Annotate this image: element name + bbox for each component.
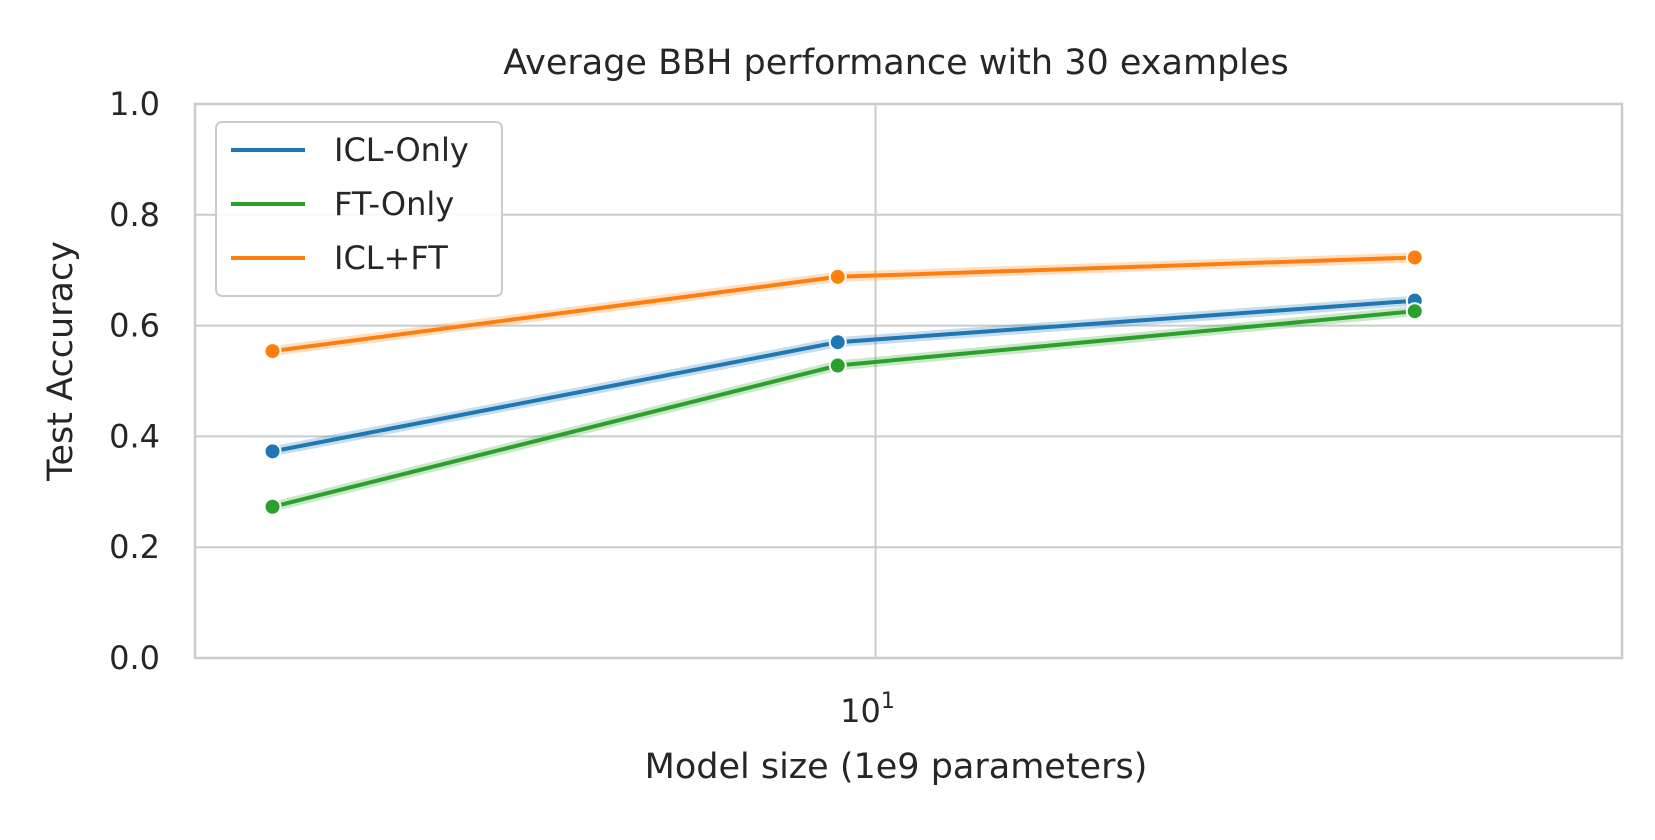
y-tick-label: 0.2 (109, 528, 160, 566)
data-point (1405, 302, 1424, 321)
y-tick-label: 1.0 (109, 85, 160, 123)
data-point (263, 442, 282, 461)
y-axis-label: Test Accuracy (41, 241, 81, 482)
data-point (1405, 248, 1424, 267)
data-point (263, 497, 282, 516)
legend: ICL-Only FT-Only ICL+FT (215, 121, 503, 297)
ticks: 0.0 0.2 0.4 0.6 0.8 1.0 101 (109, 85, 895, 730)
x-axis-label: Model size (1e9 parameters) (645, 747, 1148, 787)
series-points (263, 248, 1424, 516)
y-tick-label: 0.0 (109, 639, 160, 677)
y-tick-label: 0.4 (109, 417, 160, 455)
data-point (828, 333, 847, 352)
y-tick-label: 0.8 (109, 196, 160, 234)
plot-frame (193, 102, 1624, 660)
legend-label: ICL-Only (334, 131, 469, 169)
legend-label: FT-Only (334, 185, 454, 223)
legend-box (215, 121, 503, 297)
data-point (828, 267, 847, 286)
data-point (263, 342, 282, 361)
chart-title: Average BBH performance with 30 examples (503, 43, 1289, 83)
y-tick-label: 0.6 (109, 307, 160, 345)
data-point (828, 356, 847, 375)
x-tick-label: 101 (840, 689, 895, 730)
legend-label: ICL+FT (334, 239, 448, 277)
